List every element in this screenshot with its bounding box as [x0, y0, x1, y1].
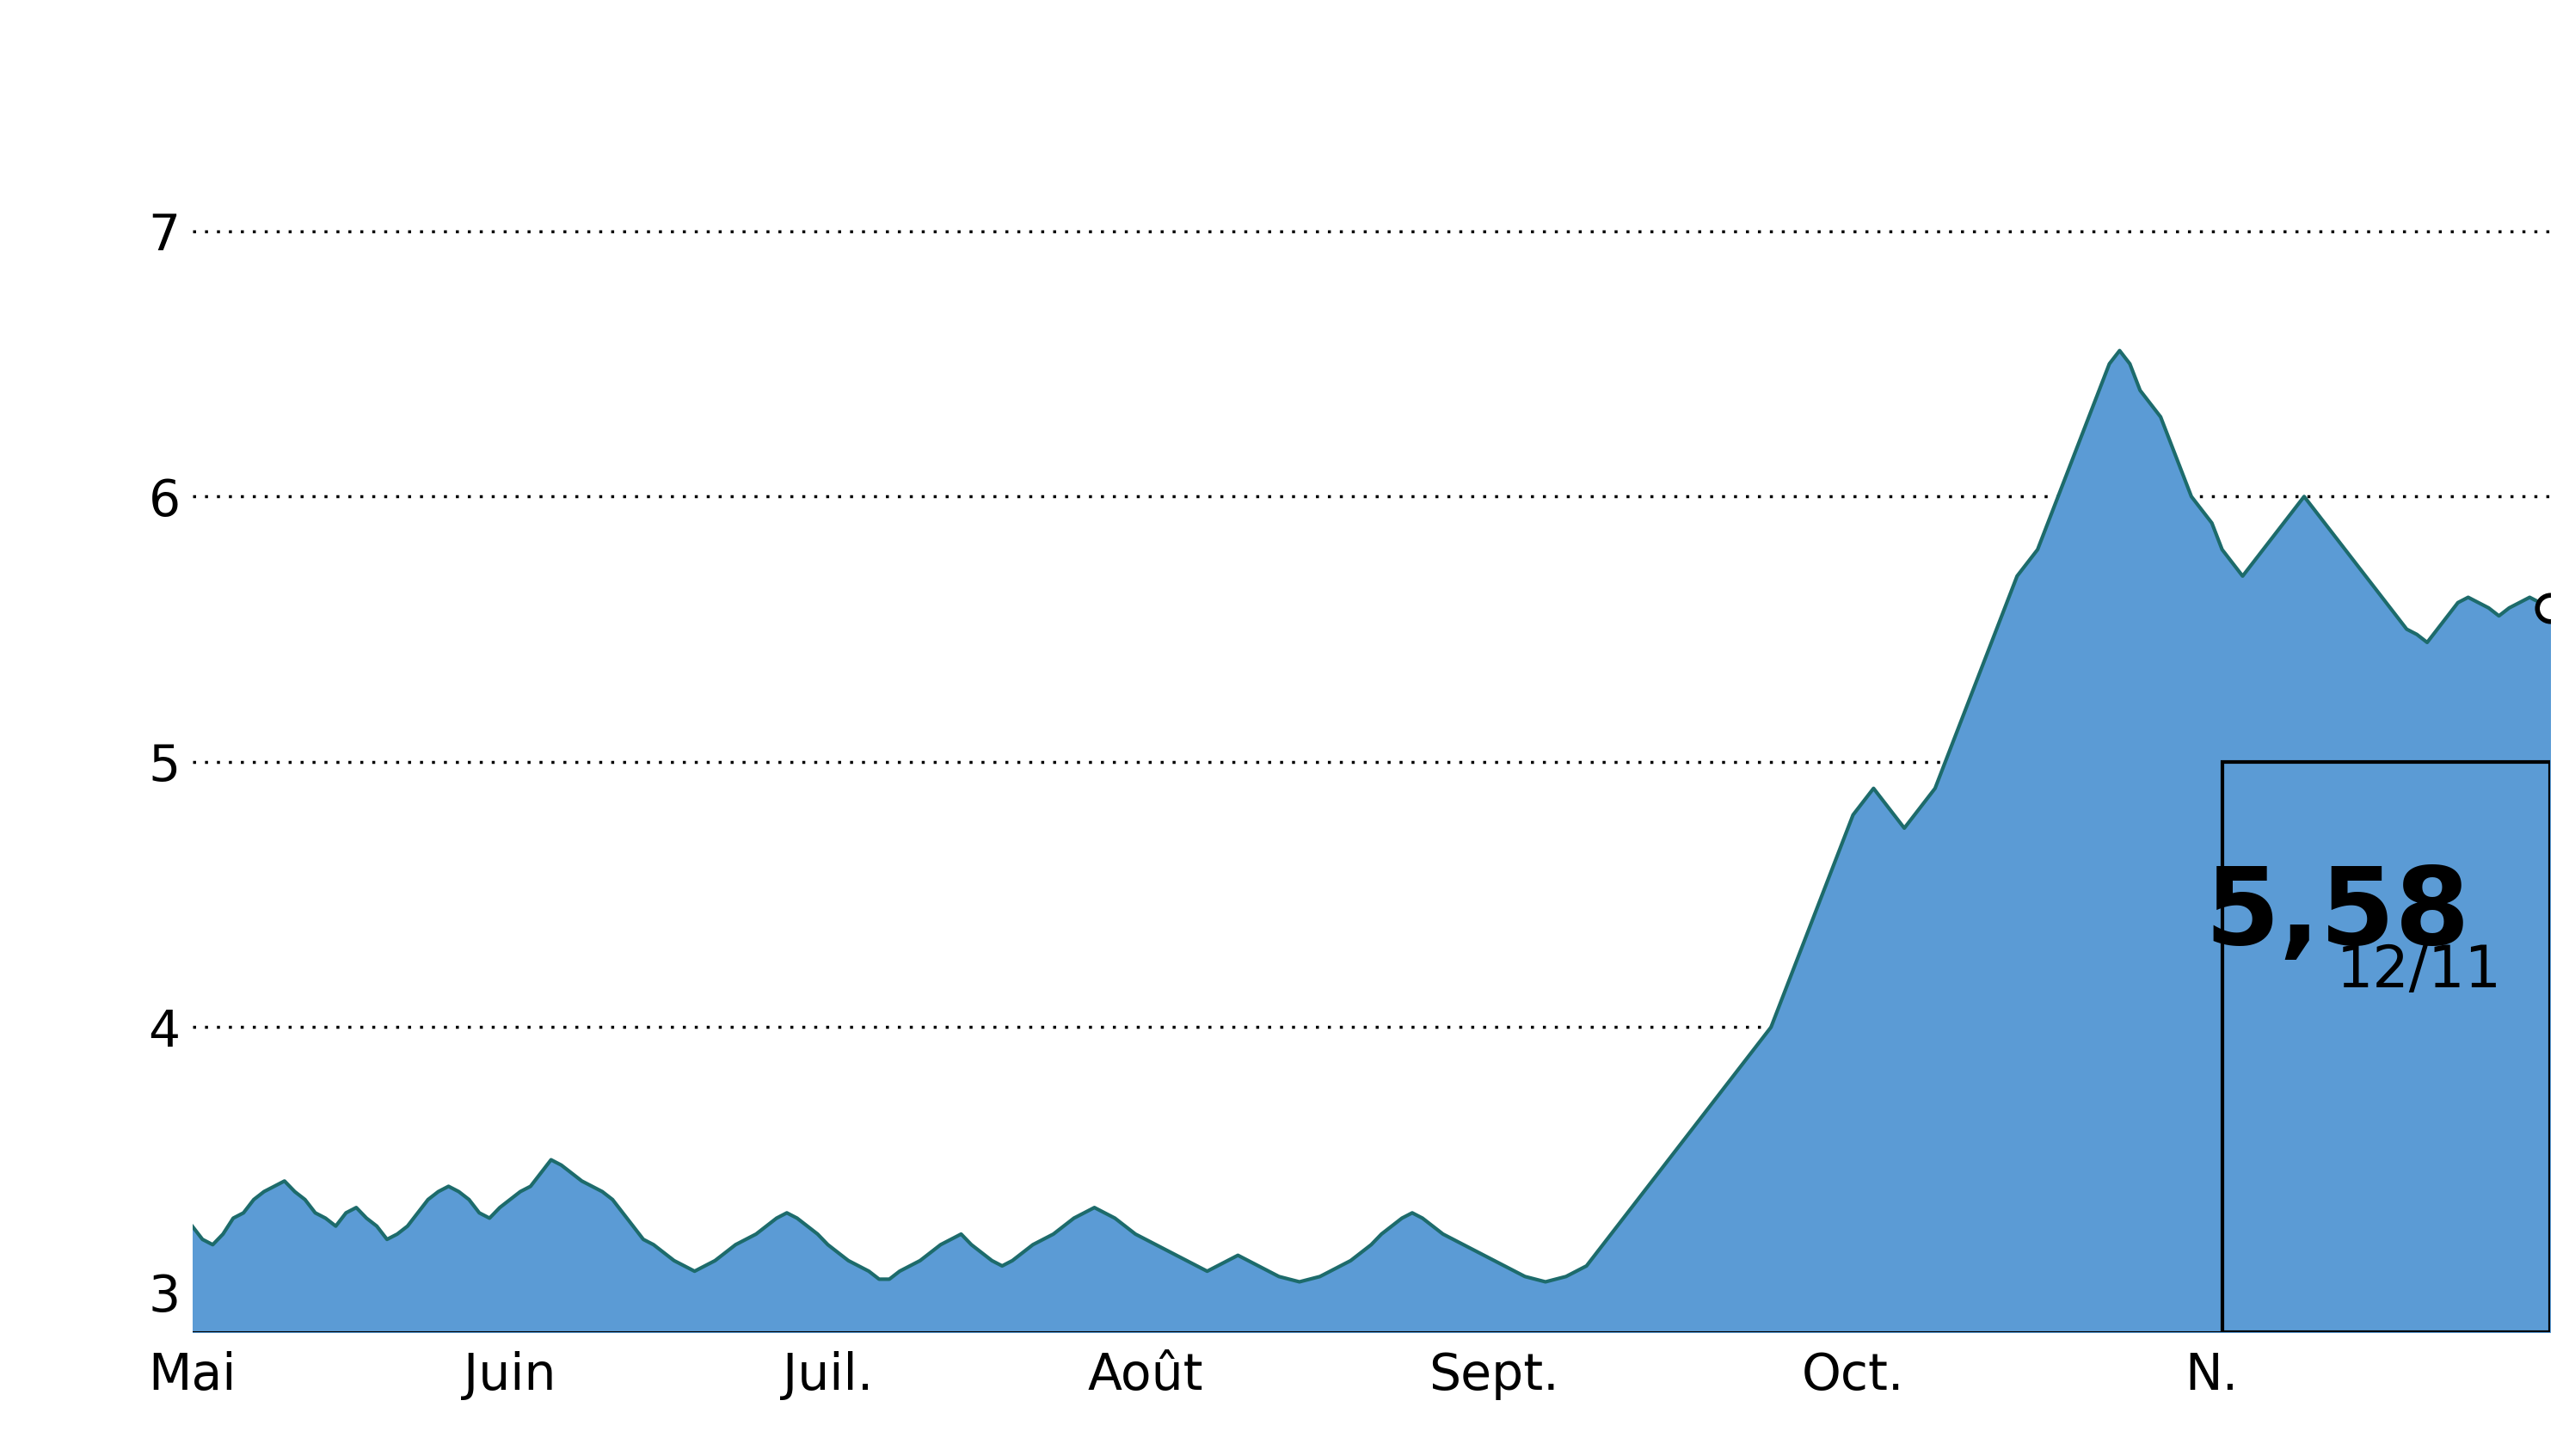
Text: DAMARTEX: DAMARTEX [984, 20, 1579, 114]
Bar [2222, 761, 2550, 1332]
Bar [2222, 761, 2550, 1332]
Text: 12/11: 12/11 [2337, 942, 2501, 999]
Text: 5,58: 5,58 [2204, 862, 2471, 967]
